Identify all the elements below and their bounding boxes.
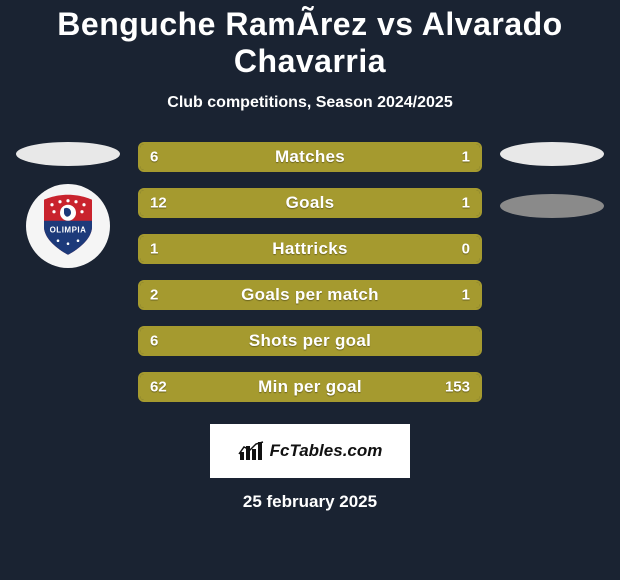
stat-bar: 6Shots per goal (138, 326, 482, 356)
brand-text: FcTables.com (270, 441, 383, 461)
comparison-layout: OLIMPIA 61Matches 121Goals 10Hattricks 21Go… (0, 142, 620, 412)
stat-label: Matches (140, 147, 480, 167)
stat-bar: 121Goals (138, 188, 482, 218)
stat-bar: 61Matches (138, 142, 482, 172)
footer-badge: FcTables.com (210, 424, 410, 478)
player-photo-placeholder-right (500, 142, 604, 166)
stat-label: Hattricks (140, 239, 480, 259)
shield-icon: OLIMPIA (38, 193, 98, 257)
subtitle: Club competitions, Season 2024/2025 (0, 94, 620, 112)
svg-text:OLIMPIA: OLIMPIA (50, 226, 87, 235)
bar-chart-icon (238, 440, 264, 462)
date-text: 25 february 2025 (0, 492, 620, 512)
stat-label: Min per goal (140, 377, 480, 397)
stat-bars: 61Matches 121Goals 10Hattricks 21Goals per … (138, 142, 482, 418)
container: Benguche RamÃ­rez vs Alvarado Chavarria … (0, 0, 620, 580)
stat-bar: 10Hattricks (138, 234, 482, 264)
stat-label: Goals (140, 193, 480, 213)
stat-bar: 62153Min per goal (138, 372, 482, 402)
right-player-column (492, 142, 612, 236)
page-title: Benguche RamÃ­rez vs Alvarado Chavarria (0, 6, 620, 80)
left-player-column: OLIMPIA (8, 142, 128, 268)
stat-label: Goals per match (140, 285, 480, 305)
club-crest-left: OLIMPIA (26, 184, 110, 268)
club-crest-placeholder-right (500, 194, 604, 218)
stat-bar: 21Goals per match (138, 280, 482, 310)
player-photo-placeholder-left (16, 142, 120, 166)
stat-label: Shots per goal (140, 331, 480, 351)
